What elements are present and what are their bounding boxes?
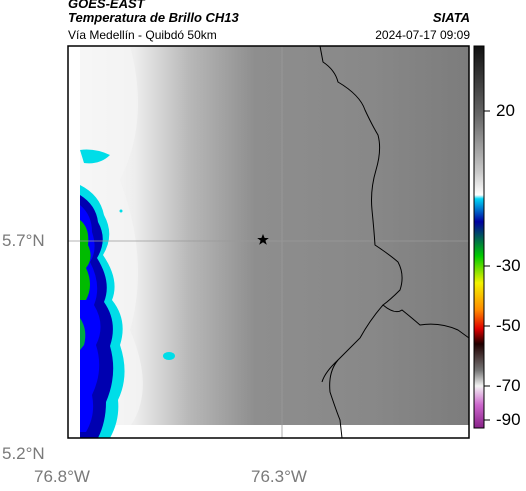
- timestamp-label: 2024-07-17 09:09: [375, 28, 470, 42]
- convection-green: [80, 220, 91, 300]
- route-label: Vía Medellín - Quibdó 50km: [68, 28, 217, 42]
- colorbar-tick-label: -70: [496, 376, 521, 395]
- star-icon: [257, 234, 269, 245]
- no-data-strip: [68, 425, 469, 438]
- colorbar: [473, 45, 485, 429]
- convection-green-small: [80, 318, 86, 350]
- lat-tick-label: 5.7°N: [2, 231, 45, 250]
- lat-tick-label: 5.2°N: [2, 444, 45, 463]
- land-field: [80, 46, 469, 438]
- river-branch: [321, 359, 339, 383]
- satellite-name: GOES-EAST: [68, 0, 145, 11]
- lon-tick-label: 76.8°W: [34, 467, 90, 486]
- convection-cyan-north: [80, 149, 110, 164]
- plot-frame: [67, 45, 470, 439]
- colorbar-tick-label: 20: [496, 101, 515, 120]
- colorbar-tick-label: -30: [496, 256, 521, 275]
- convection-cyan-small: [163, 352, 175, 360]
- product-title: Temperatura de Brillo CH13: [68, 10, 239, 25]
- lon-tick-label: 76.3°W: [251, 467, 307, 486]
- colorbar-tick-label: -90: [496, 410, 521, 429]
- border-line: [319, 45, 470, 339]
- organization-label: SIATA: [432, 10, 470, 25]
- colorbar-tick-label: -50: [496, 316, 521, 335]
- convection-cyan-dot: [119, 209, 123, 213]
